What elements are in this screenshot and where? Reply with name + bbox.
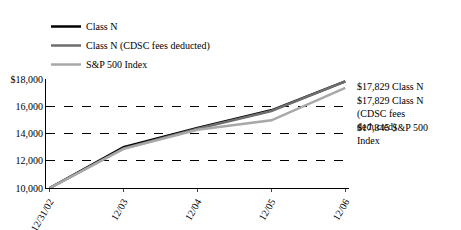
svg-text:10,000: 10,000 [16, 183, 44, 194]
svg-text:12,000: 12,000 [16, 155, 44, 166]
svg-text:14,000: 14,000 [16, 128, 44, 139]
svg-text:16,000: 16,000 [16, 101, 44, 112]
svg-text:12/05: 12/05 [257, 197, 278, 222]
svg-text:$18,000: $18,000 [11, 74, 44, 85]
svg-text:Class N (CDSC fees deducted): Class N (CDSC fees deducted) [86, 40, 210, 52]
svg-text:12/31/02: 12/31/02 [28, 197, 55, 230]
svg-text:S&P 500 Index: S&P 500 Index [86, 59, 147, 70]
svg-text:$17,345 S&P 500Index: $17,345 S&P 500Index [357, 122, 428, 146]
svg-text:Class N: Class N [86, 21, 117, 32]
svg-text:12/06: 12/06 [330, 197, 351, 222]
svg-text:12/04: 12/04 [183, 197, 204, 222]
svg-text:$17,829 Class N: $17,829 Class N [357, 81, 423, 92]
svg-text:$17,829 Class N(CDSC feesdeduc: $17,829 Class N(CDSC feesdeducted) [357, 95, 423, 133]
svg-text:12/03: 12/03 [109, 197, 130, 222]
